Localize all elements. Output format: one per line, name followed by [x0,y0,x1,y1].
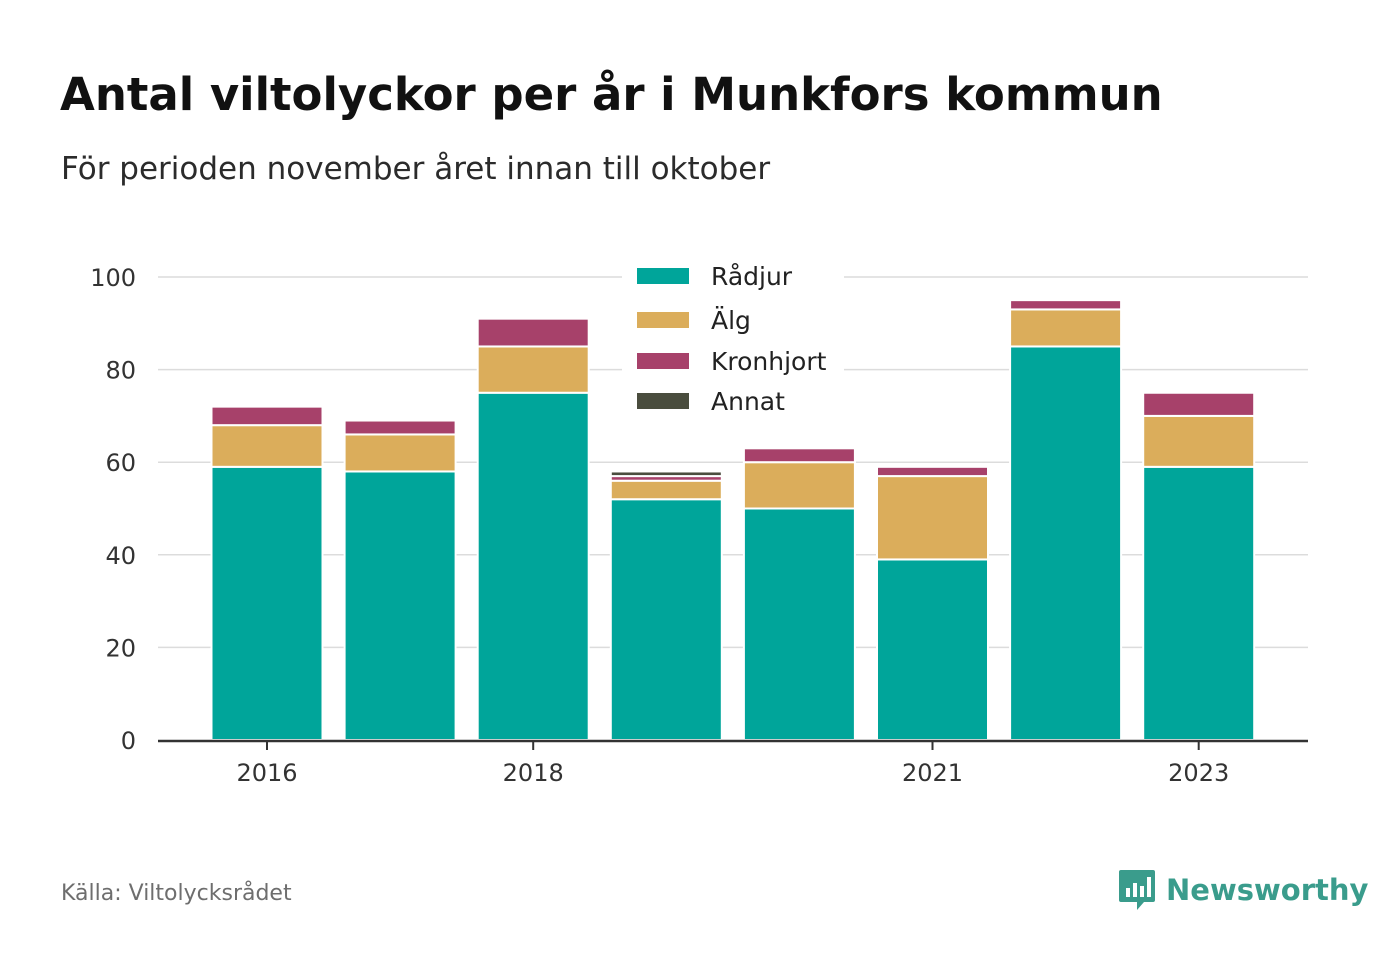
bar-segment-rådjur[interactable] [210,465,324,741]
bar-segment-älg[interactable] [1142,414,1256,468]
bar-segment-rådjur[interactable] [876,558,989,741]
legend-item-rådjur[interactable]: Rådjur [637,262,793,291]
bar-segment-rådjur[interactable] [742,507,856,741]
y-tick-label: 60 [105,449,136,477]
bar-segment-kronhjort[interactable] [1009,299,1123,311]
source-note: Källa: Viltolycksrådet [61,881,292,906]
legend-item-annat[interactable]: Annat [637,387,785,416]
y-tick-label: 80 [105,357,136,385]
bar-segment-rådjur[interactable] [1142,465,1256,741]
x-tick-label: 2023 [1168,759,1229,787]
legend-label: Rådjur [711,262,793,291]
legend-swatch [637,353,689,369]
bar-segment-rådjur[interactable] [609,498,723,741]
legend-swatch [637,393,689,409]
bar-segment-rådjur[interactable] [343,470,457,741]
legend-item-älg[interactable]: Älg [637,306,751,335]
x-axis-ticks: 2016 2018 2021 2023 [236,740,1229,787]
legend-label: Annat [711,387,785,416]
legend-item-kronhjort[interactable]: Kronhjort [637,347,827,376]
bar-segment-älg[interactable] [742,461,856,510]
bar-segment-kronhjort[interactable] [742,447,856,464]
bar-segment-älg[interactable] [876,475,989,561]
stacked-bar-chart: 0 20 40 60 80 100 2016 2018 2021 2023 Rådjur Älg K… [90,257,1308,787]
y-tick-label: 0 [121,727,136,755]
legend-swatch [637,268,689,284]
x-tick-label: 2018 [503,759,564,787]
x-tick-label: 2016 [236,759,297,787]
bar-segment-rådjur[interactable] [1009,345,1123,741]
bar-segment-annat[interactable] [609,470,723,478]
bar-segment-älg[interactable] [343,433,457,473]
y-tick-label: 40 [105,542,136,570]
legend: Rådjur Älg Kronhjort Annat [622,257,844,421]
bar-segment-älg[interactable] [609,479,723,501]
bar-segment-kronhjort[interactable] [1142,391,1256,417]
brand-logo[interactable]: Newsworthy [1118,868,1368,912]
y-tick-label: 20 [105,634,136,662]
bars [210,299,1256,741]
bar-segment-älg[interactable] [1009,308,1123,348]
bar-segment-rådjur[interactable] [476,391,590,741]
bar-segment-kronhjort[interactable] [876,465,989,478]
bar-segment-kronhjort[interactable] [476,317,590,348]
newsworthy-logo-icon [1119,870,1155,910]
legend-label: Älg [711,306,751,335]
x-tick-label: 2021 [902,759,963,787]
bar-segment-älg[interactable] [210,424,324,468]
chart-title: Antal viltolyckor per år i Munkfors komm… [60,68,1163,121]
bar-segment-älg[interactable] [476,345,590,394]
chart-subtitle: För perioden november året innan till ok… [61,151,771,187]
brand-name: Newsworthy [1166,873,1369,907]
y-tick-label: 100 [90,264,136,292]
bar-segment-kronhjort[interactable] [343,419,457,436]
legend-label: Kronhjort [711,347,827,376]
bar-segment-kronhjort[interactable] [210,405,324,427]
legend-swatch [637,312,689,328]
y-axis-ticks: 0 20 40 60 80 100 [90,264,136,755]
